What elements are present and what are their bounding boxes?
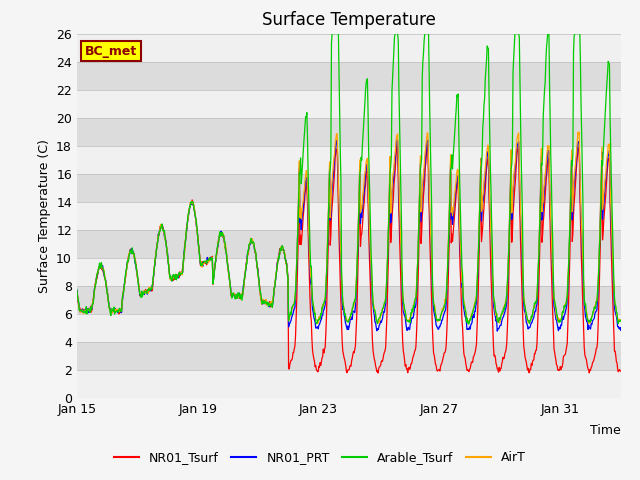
NR01_Tsurf [513,148,521,154]
Bar [77,342,621,371]
AirT [513,145,520,151]
AirT [381,298,389,304]
Bar [77,146,621,174]
Text: Time: Time [590,424,621,437]
AirT [575,129,583,135]
NR01_PRT [493,328,501,334]
NR01_PRT [201,259,209,264]
Title: Surface Temperature: Surface Temperature [262,11,436,29]
Arable_Tsurf [328,31,336,36]
Arable_Tsurf [271,284,278,290]
AirT [201,260,209,266]
Arable_Tsurf [465,321,473,327]
Line: NR01_PRT: NR01_PRT [77,140,621,331]
AirT [617,317,625,323]
Bar [77,90,621,118]
NR01_Tsurf [73,288,81,294]
NR01_Tsurf [374,370,382,376]
Bar [77,118,621,146]
AirT [585,321,593,326]
Line: NR01_Tsurf: NR01_Tsurf [77,144,621,373]
AirT [73,290,81,296]
Bar [77,314,621,342]
NR01_PRT [300,198,308,204]
Bar [77,230,621,258]
NR01_PRT [271,284,278,289]
NR01_Tsurf [300,208,308,214]
NR01_PRT [381,304,389,310]
AirT [93,275,100,281]
Bar [77,258,621,286]
NR01_Tsurf [271,283,278,288]
NR01_Tsurf [424,142,432,147]
NR01_PRT [73,287,81,293]
Bar [77,61,621,90]
Arable_Tsurf [201,258,209,264]
Arable_Tsurf [300,141,308,146]
Line: AirT: AirT [77,132,621,324]
NR01_Tsurf [93,277,100,283]
NR01_Tsurf [201,260,209,266]
Arable_Tsurf [513,31,521,36]
Arable_Tsurf [93,277,100,283]
Text: BC_met: BC_met [85,45,137,58]
Arable_Tsurf [73,287,81,292]
NR01_PRT [513,143,521,148]
Bar [77,202,621,230]
Y-axis label: Surface Temperature (C): Surface Temperature (C) [38,139,51,293]
Bar [77,174,621,202]
AirT [300,192,308,197]
NR01_Tsurf [382,344,390,349]
NR01_PRT [617,327,625,333]
NR01_PRT [393,137,401,143]
Bar [77,34,621,61]
Bar [77,286,621,314]
NR01_PRT [93,275,100,281]
Arable_Tsurf [617,317,625,323]
AirT [271,282,278,288]
Legend: NR01_Tsurf, NR01_PRT, Arable_Tsurf, AirT: NR01_Tsurf, NR01_PRT, Arable_Tsurf, AirT [109,446,531,469]
Arable_Tsurf [382,296,390,301]
Bar [77,371,621,398]
NR01_Tsurf [617,368,625,374]
Line: Arable_Tsurf: Arable_Tsurf [77,34,621,324]
